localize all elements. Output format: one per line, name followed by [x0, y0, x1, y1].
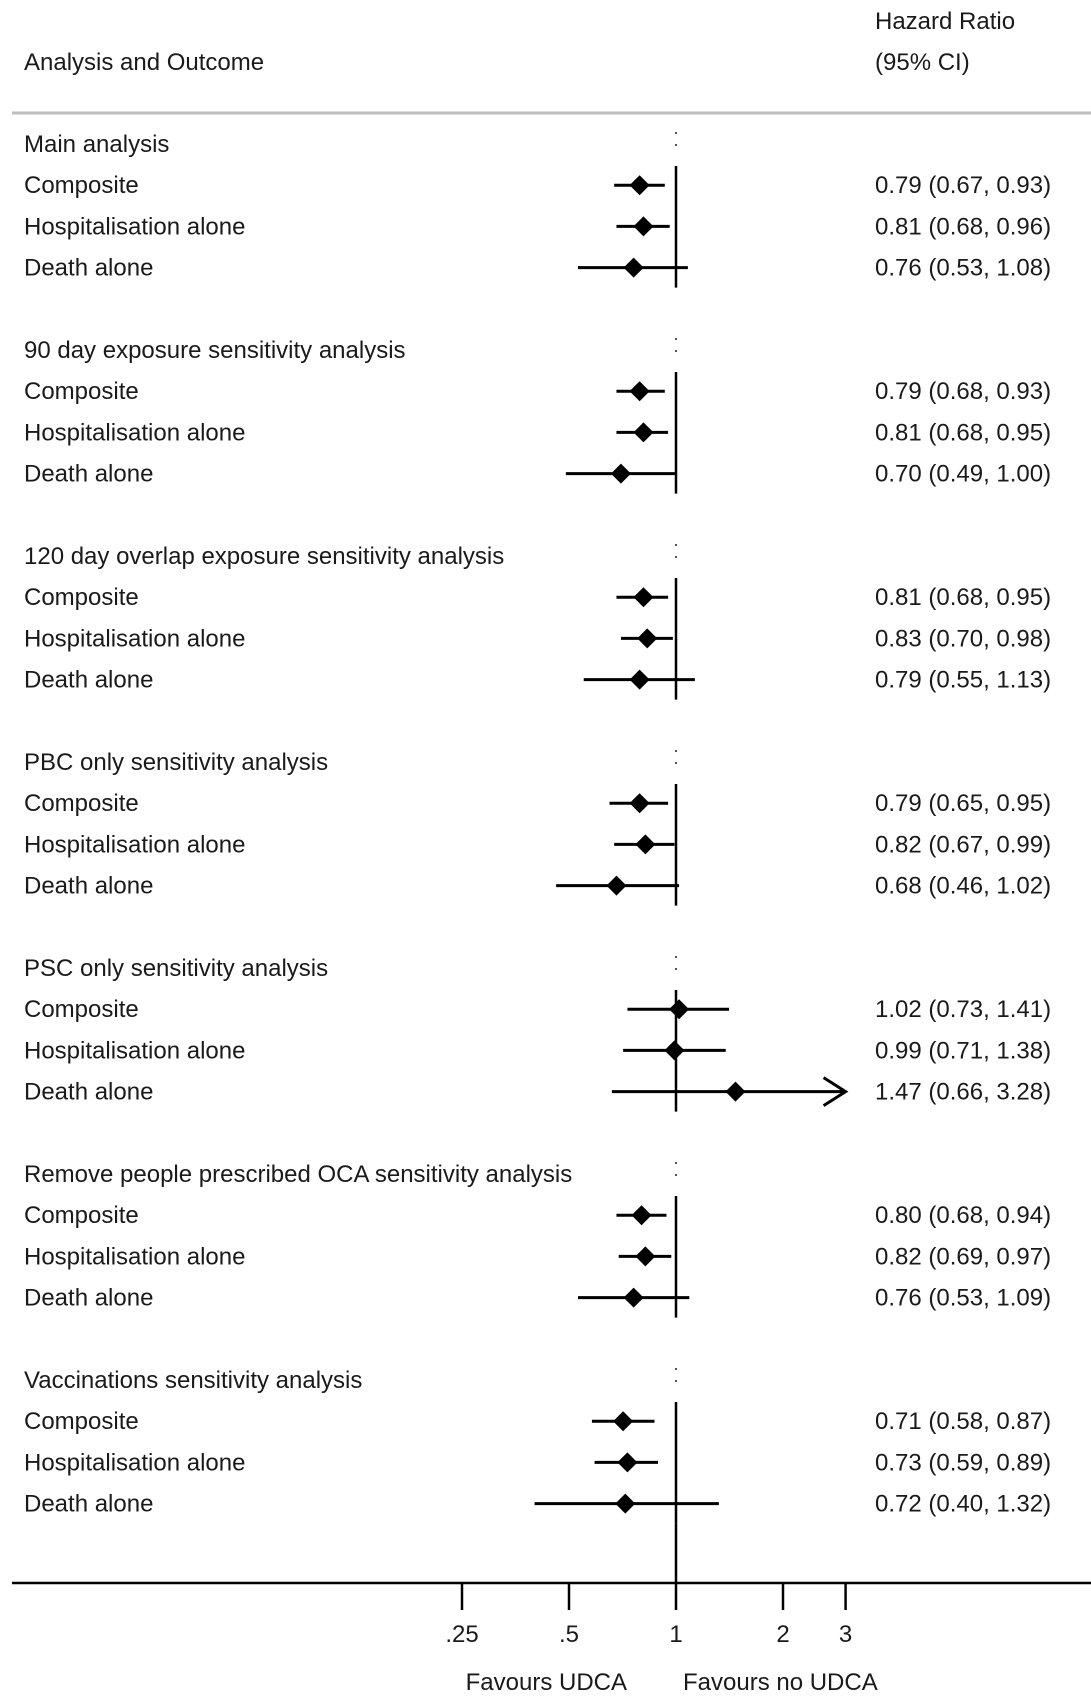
point-estimate — [629, 793, 650, 814]
outcome-label: Composite — [24, 790, 139, 817]
header-hazard-ratio: Hazard Ratio — [875, 8, 1015, 35]
x-tick-label: 3 — [839, 1621, 852, 1648]
point-estimate — [623, 1287, 644, 1308]
hr-ci-label: 0.81 (0.68, 0.95) — [875, 419, 1051, 446]
hr-ci-label: 0.76 (0.53, 1.09) — [875, 1285, 1051, 1312]
outcome-label: Death alone — [24, 1285, 153, 1312]
point-estimate — [606, 875, 627, 896]
hr-ci-label: 0.79 (0.67, 0.93) — [875, 172, 1051, 199]
hr-ci-label: 0.81 (0.68, 0.95) — [875, 584, 1051, 611]
outcome-label: Hospitalisation alone — [24, 625, 245, 652]
x-tick-label: 2 — [776, 1621, 789, 1648]
outcome-label: Death alone — [24, 255, 153, 282]
ci-arrow — [822, 1076, 849, 1107]
group-title: PSC only sensitivity analysis — [24, 955, 328, 982]
point-estimate — [633, 422, 654, 443]
hr-ci-label: 0.83 (0.70, 0.98) — [875, 625, 1051, 652]
hr-ci-label: 1.47 (0.66, 3.28) — [875, 1079, 1051, 1106]
outcome-label: Hospitalisation alone — [24, 831, 245, 858]
hr-ci-label: 0.81 (0.68, 0.96) — [875, 213, 1051, 240]
outcome-label: Composite — [24, 584, 139, 611]
point-estimate — [615, 1493, 636, 1514]
hr-ci-label: 0.71 (0.58, 0.87) — [875, 1408, 1051, 1435]
point-estimate — [613, 1411, 634, 1432]
x-tick-label: .5 — [559, 1621, 579, 1648]
outcome-label: Hospitalisation alone — [24, 1243, 245, 1270]
outcome-label: Composite — [24, 172, 139, 199]
outcome-label: Death alone — [24, 461, 153, 488]
hr-ci-label: 0.82 (0.69, 0.97) — [875, 1243, 1051, 1270]
hr-ci-label: 0.79 (0.65, 0.95) — [875, 790, 1051, 817]
point-estimate — [664, 1040, 685, 1061]
hr-ci-label: 0.76 (0.53, 1.08) — [875, 255, 1051, 282]
point-estimate — [623, 257, 644, 278]
outcome-label: Hospitalisation alone — [24, 1037, 245, 1064]
point-estimate — [610, 463, 631, 484]
header-analysis-label: Analysis and Outcome — [24, 49, 264, 76]
point-estimate — [629, 175, 650, 196]
group-title: Remove people prescribed OCA sensitivity… — [24, 1161, 572, 1188]
point-estimate — [637, 628, 658, 649]
header-ci: (95% CI) — [875, 49, 970, 76]
x-tick-label: 1 — [669, 1621, 682, 1648]
hr-ci-label: 0.68 (0.46, 1.02) — [875, 873, 1051, 900]
outcome-label: Composite — [24, 378, 139, 405]
point-estimate — [629, 381, 650, 402]
hr-ci-label: 1.02 (0.73, 1.41) — [875, 996, 1051, 1023]
hr-ci-label: 0.70 (0.49, 1.00) — [875, 461, 1051, 488]
point-estimate — [635, 1246, 656, 1267]
point-estimate — [635, 834, 656, 855]
group-title: PBC only sensitivity analysis — [24, 749, 328, 776]
hr-ci-label: 0.72 (0.40, 1.32) — [875, 1491, 1051, 1518]
hr-ci-label: 0.79 (0.68, 0.93) — [875, 378, 1051, 405]
outcome-label: Composite — [24, 1202, 139, 1229]
favours-udca-label: Favours UDCA — [466, 1669, 627, 1696]
hr-ci-label: 0.79 (0.55, 1.13) — [875, 667, 1051, 694]
group-title: Vaccinations sensitivity analysis — [24, 1367, 362, 1394]
favours-no-udca-label: Favours no UDCA — [683, 1669, 878, 1696]
point-estimate — [669, 999, 690, 1020]
outcome-label: Death alone — [24, 873, 153, 900]
point-estimate — [633, 216, 654, 237]
point-estimate — [633, 587, 654, 608]
outcome-label: Death alone — [24, 1079, 153, 1106]
hr-ci-label: 0.80 (0.68, 0.94) — [875, 1202, 1051, 1229]
outcome-label: Hospitalisation alone — [24, 213, 245, 240]
point-estimate — [617, 1452, 638, 1473]
outcome-label: Death alone — [24, 667, 153, 694]
outcome-label: Hospitalisation alone — [24, 1449, 245, 1476]
point-estimate — [631, 1205, 652, 1226]
outcome-label: Death alone — [24, 1491, 153, 1518]
group-title: 90 day exposure sensitivity analysis — [24, 337, 406, 364]
hr-ci-label: 0.99 (0.71, 1.38) — [875, 1037, 1051, 1064]
hr-ci-label: 0.82 (0.67, 0.99) — [875, 831, 1051, 858]
point-estimate — [629, 669, 650, 690]
outcome-label: Composite — [24, 996, 139, 1023]
group-title: Main analysis — [24, 131, 169, 158]
outcome-label: Composite — [24, 1408, 139, 1435]
x-tick-label: .25 — [445, 1621, 478, 1648]
outcome-label: Hospitalisation alone — [24, 419, 245, 446]
point-estimate — [725, 1081, 746, 1102]
hr-ci-label: 0.73 (0.59, 0.89) — [875, 1449, 1051, 1476]
group-title: 120 day overlap exposure sensitivity ana… — [24, 543, 504, 570]
